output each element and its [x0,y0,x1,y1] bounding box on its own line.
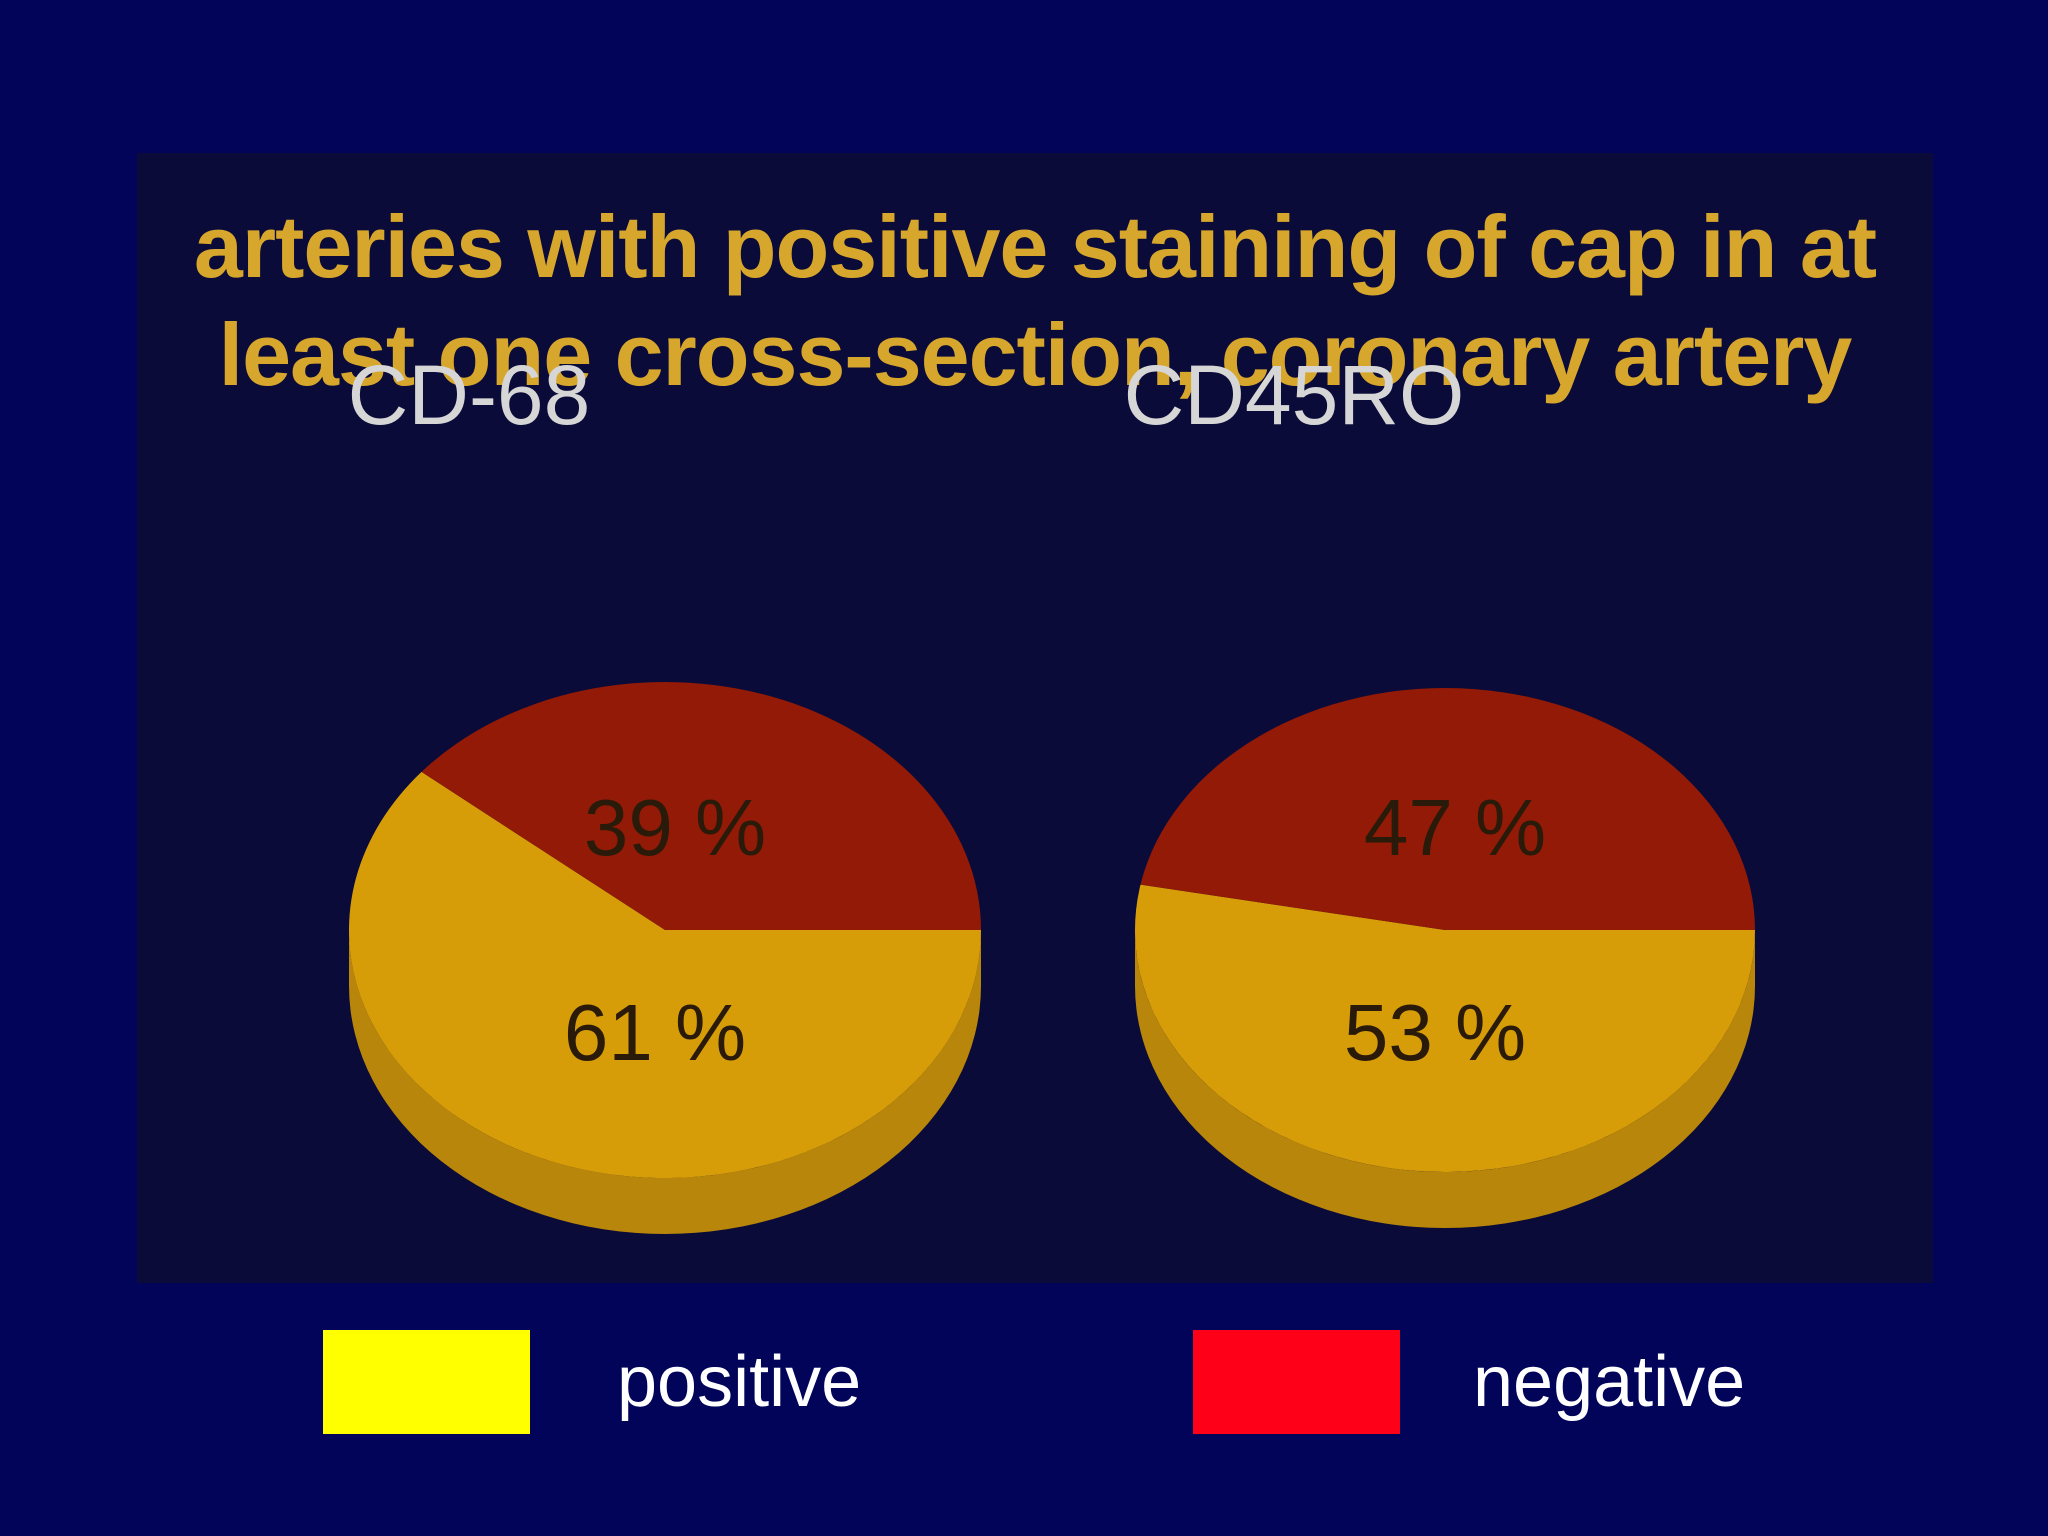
pie-cd45ro: 53 % 47 % [1134,688,1755,1228]
pie-side-cd68 [349,930,981,1234]
legend-label-positive: positive [617,1342,862,1422]
legend-swatch-positive [323,1330,530,1434]
pie-slice-cd68-positive [349,771,981,1178]
pie-data-label-cd68-negative: 39 % [584,783,766,872]
legend-swatch-negative [1193,1330,1400,1434]
pie-data-label-cd68-positive: 61 % [564,988,746,1077]
pie-side-cd45ro [1135,930,1755,1228]
pie-slice-cd45ro-negative [1140,688,1755,930]
legend-label-negative: negative [1473,1342,1746,1422]
pie-cd68: 61 % 39 % [349,681,981,1234]
pie-slice-cd45ro-positive [1134,884,1755,1172]
pie-slice-cd68-negative [421,681,981,930]
chart-title: arteries with positive staining of cap i… [137,193,1933,409]
chart-title-line-1: arteries with positive staining of cap i… [193,197,1877,296]
pie-data-label-cd45ro-negative: 47 % [1364,783,1546,872]
pie-data-label-cd45ro-positive: 53 % [1344,988,1526,1077]
pie-label-cd45ro: CD45RO [1123,348,1465,442]
pie-label-cd68: CD-68 [347,348,591,442]
chart-title-line-2: least one cross-section, coronary artery [218,305,1853,404]
